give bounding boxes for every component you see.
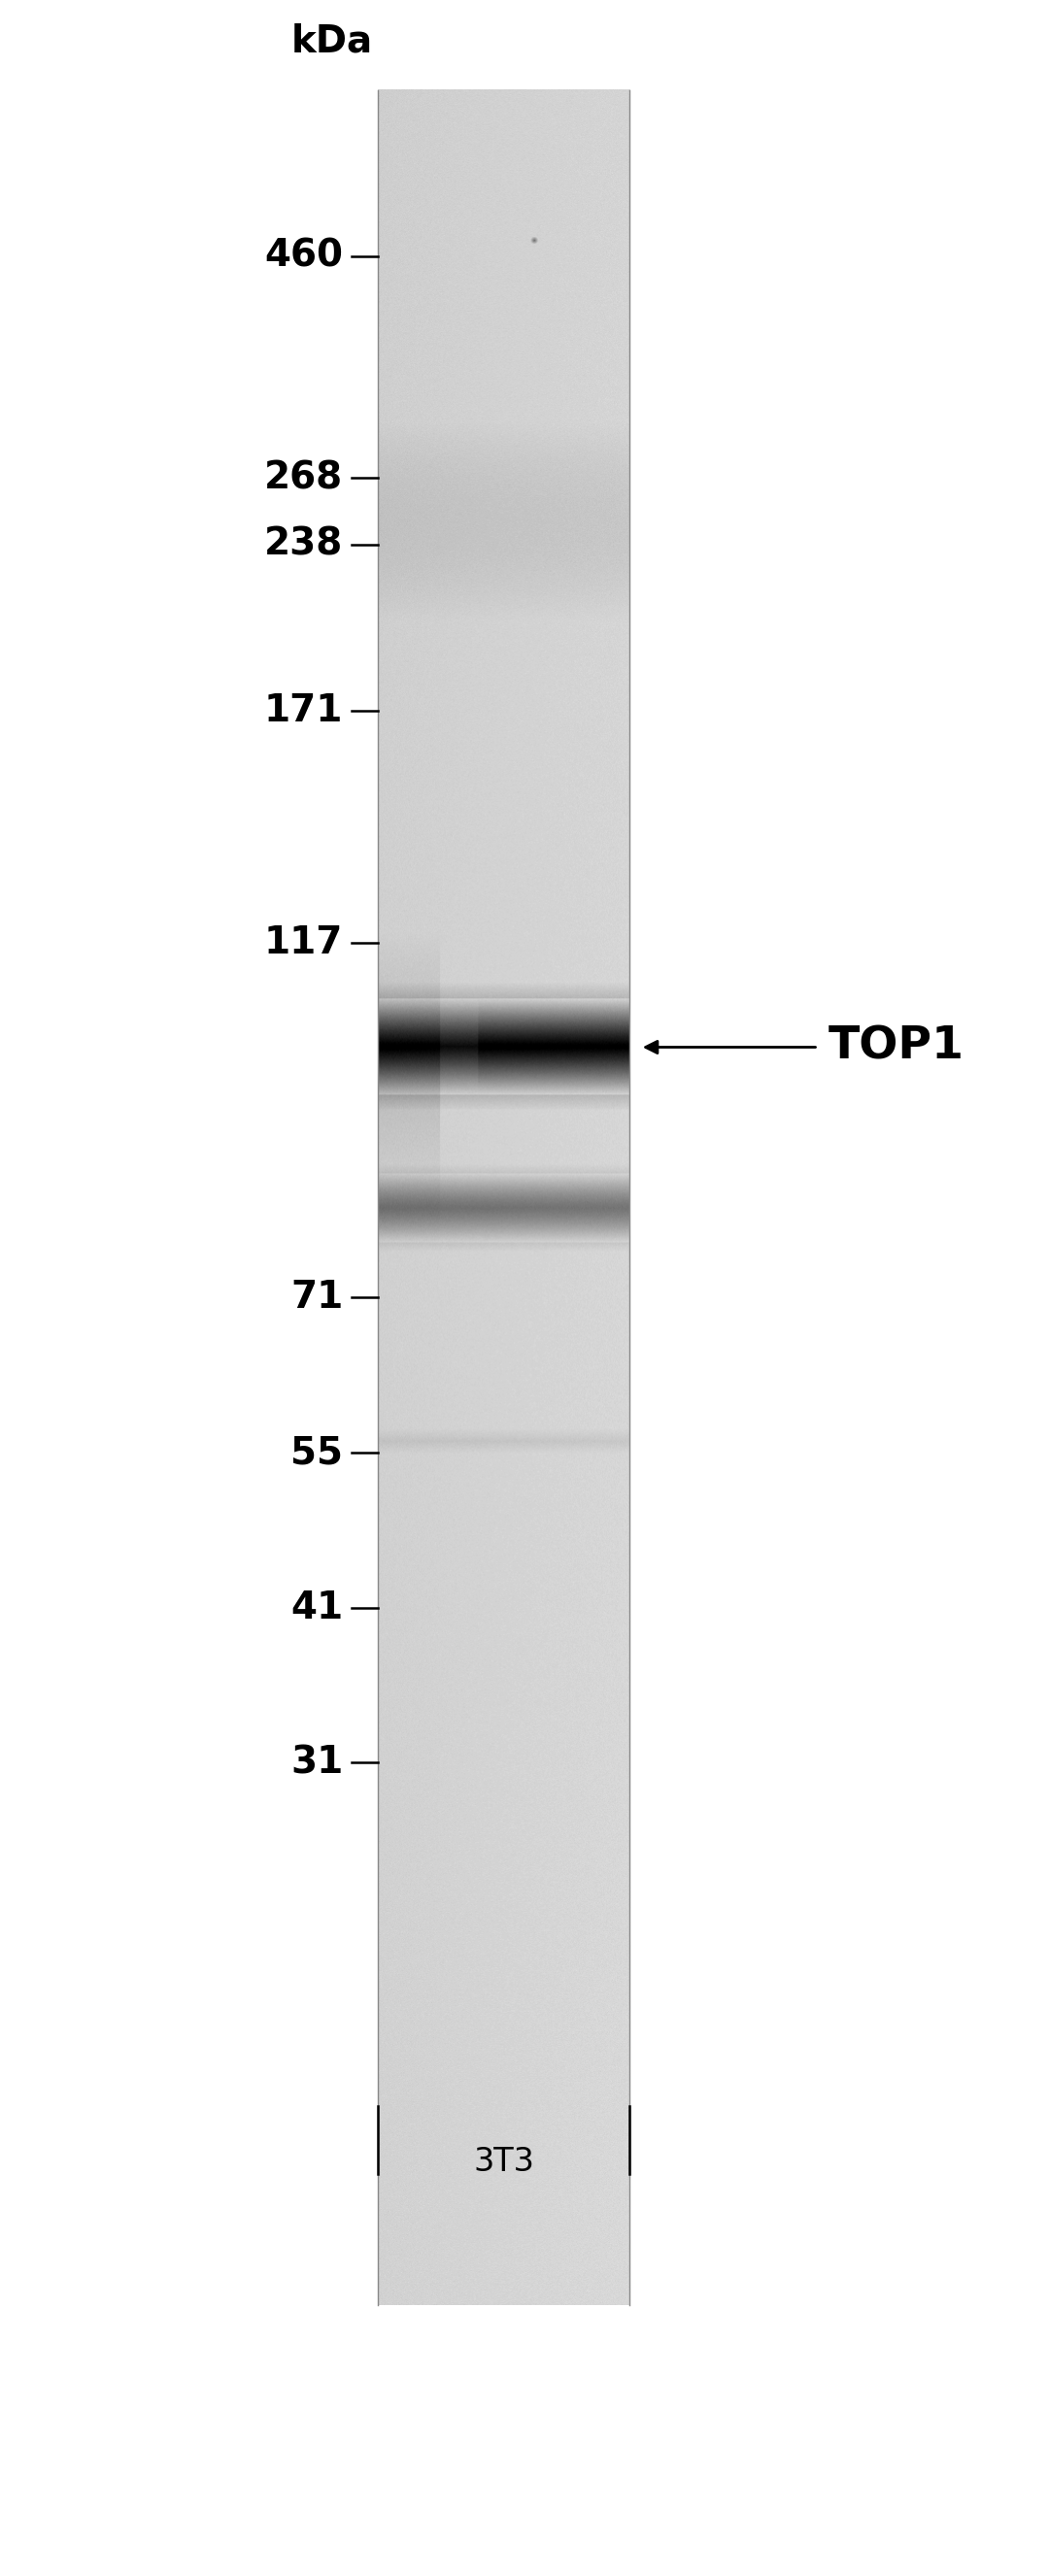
Text: 117: 117 — [264, 925, 343, 961]
Text: 460: 460 — [264, 237, 343, 276]
Text: 71: 71 — [291, 1280, 343, 1316]
Text: 268: 268 — [264, 459, 343, 497]
Text: 3T3: 3T3 — [473, 2146, 534, 2177]
Text: 31: 31 — [291, 1744, 343, 1780]
Text: 238: 238 — [264, 526, 343, 562]
Text: TOP1: TOP1 — [829, 1025, 965, 1069]
Text: kDa: kDa — [291, 23, 372, 59]
Text: 171: 171 — [264, 693, 343, 729]
Text: 55: 55 — [291, 1435, 343, 1471]
Text: 41: 41 — [291, 1589, 343, 1625]
